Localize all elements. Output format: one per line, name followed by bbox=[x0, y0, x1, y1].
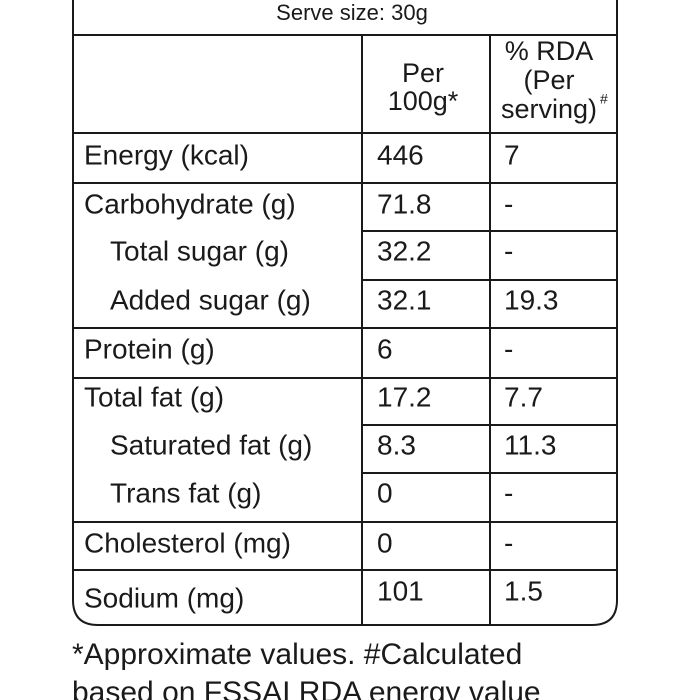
per-100g-value: 0 bbox=[377, 477, 393, 508]
nutrient-label: Trans fat (g) bbox=[110, 477, 261, 508]
nutrient-label: Sodium (mg) bbox=[84, 582, 244, 613]
nutrient-label: Cholesterol (mg) bbox=[84, 527, 291, 558]
per-100g-value: 17.2 bbox=[377, 381, 432, 412]
rda-value: - bbox=[504, 333, 513, 364]
nutrient-label: Total sugar (g) bbox=[110, 235, 289, 266]
table-border bbox=[72, 0, 618, 626]
column-header: Per bbox=[402, 58, 444, 88]
rda-value: 11.3 bbox=[504, 429, 556, 460]
rda-value: 7 bbox=[504, 139, 520, 170]
column-header: 100g* bbox=[388, 86, 459, 116]
per-100g-value: 0 bbox=[377, 527, 393, 558]
per-100g-value: 446 bbox=[377, 139, 424, 170]
rda-value: - bbox=[504, 477, 513, 508]
per-100g-value: 101 bbox=[377, 575, 424, 606]
nutrient-label: Energy (kcal) bbox=[84, 139, 249, 170]
per-100g-value: 32.1 bbox=[377, 284, 432, 315]
column-header: serving) bbox=[501, 94, 597, 124]
serve-size: Serve size: 30g bbox=[276, 0, 428, 25]
rda-value: 7.7 bbox=[504, 381, 543, 412]
footnote-mark: # bbox=[600, 91, 608, 107]
footnote: based on FSSAI RDA energy value bbox=[72, 676, 541, 700]
nutrient-label: Saturated fat (g) bbox=[110, 429, 312, 460]
rda-value: - bbox=[504, 188, 513, 219]
per-100g-value: 32.2 bbox=[377, 235, 432, 266]
rda-value: 19.3 bbox=[504, 284, 559, 315]
nutrient-label: Total fat (g) bbox=[84, 381, 224, 412]
rda-value: - bbox=[504, 235, 513, 266]
nutrient-label: Added sugar (g) bbox=[110, 284, 311, 315]
column-header: (Per bbox=[523, 65, 574, 95]
column-header: % RDA bbox=[505, 36, 594, 66]
footnote: *Approximate values. #Calculated bbox=[72, 638, 522, 671]
nutrient-label: Carbohydrate (g) bbox=[84, 188, 296, 219]
per-100g-value: 6 bbox=[377, 333, 393, 364]
rda-value: - bbox=[504, 527, 513, 558]
per-100g-value: 71.8 bbox=[377, 188, 432, 219]
per-100g-value: 8.3 bbox=[377, 429, 416, 460]
nutrient-label: Protein (g) bbox=[84, 333, 215, 364]
rda-value: 1.5 bbox=[504, 575, 543, 606]
